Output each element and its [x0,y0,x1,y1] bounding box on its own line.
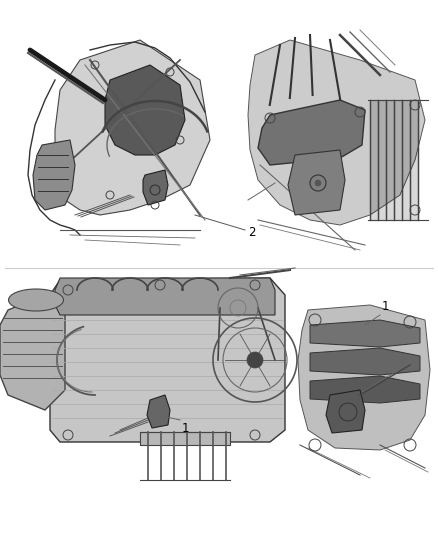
Text: 1: 1 [182,422,190,435]
Ellipse shape [8,289,64,311]
Polygon shape [0,295,65,410]
Polygon shape [326,390,365,433]
Polygon shape [310,320,420,347]
Polygon shape [258,100,365,165]
Polygon shape [143,170,168,205]
Polygon shape [33,140,75,210]
Polygon shape [140,432,230,445]
Polygon shape [55,278,275,315]
Polygon shape [147,395,170,428]
Text: 1: 1 [382,300,389,313]
Polygon shape [298,305,430,450]
Polygon shape [248,40,425,225]
Text: 2: 2 [248,225,255,238]
Polygon shape [288,150,345,215]
Circle shape [247,352,263,368]
Polygon shape [105,65,185,155]
Circle shape [315,180,321,186]
Polygon shape [55,40,210,215]
Polygon shape [310,376,420,403]
Polygon shape [50,278,285,442]
Polygon shape [310,348,420,375]
